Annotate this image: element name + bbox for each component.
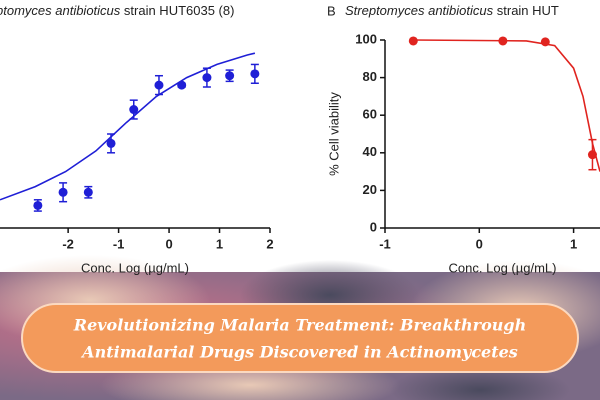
title-strain: strain HUT6035 (8) [124, 3, 235, 18]
y-tick-label: 40 [363, 144, 377, 159]
title-species: Streptomyces antibioticus [345, 3, 494, 18]
data-point [33, 200, 43, 210]
data-point [498, 36, 508, 46]
x-tick-label: 1 [570, 236, 577, 251]
chart-title: ptomyces antibioticus strain HUT6035 (8) [0, 3, 234, 18]
fit-curve [0, 52, 256, 201]
chart-panel: B Streptomyces antibioticus strain HUT-1 0… [326, 3, 600, 275]
data-point [587, 150, 597, 160]
y-axis-label: % Cell viability [326, 92, 341, 176]
chart-panel: ptomyces antibioticus strain HUT6035 (8)… [0, 3, 274, 275]
x-tick-label: 1 [216, 236, 223, 251]
x-tick-label: 2 [266, 236, 273, 251]
data-point [540, 37, 550, 47]
title-strain: strain HUT [497, 3, 559, 18]
data-point [408, 36, 418, 46]
x-tick-label: -2 [62, 236, 74, 251]
x-tick-label: -1 [113, 236, 125, 251]
data-point [225, 71, 235, 81]
y-tick-label: 100 [355, 31, 377, 46]
y-tick-label: 80 [363, 69, 377, 84]
data-point [154, 80, 164, 90]
x-axis-label: Conc. Log (µg/mL) [81, 260, 189, 275]
x-tick-label: 0 [165, 236, 172, 251]
fit-curve [413, 39, 600, 172]
data-point [106, 138, 116, 148]
data-point [177, 80, 187, 90]
banner-pill [21, 303, 579, 373]
data-point [58, 187, 68, 197]
chart-title: Streptomyces antibioticus strain HUT [345, 3, 559, 18]
charts: ptomyces antibioticus strain HUT6035 (8)… [0, 3, 600, 275]
y-tick-label: 0 [370, 219, 377, 234]
y-tick-label: 60 [363, 107, 377, 122]
data-point [129, 105, 139, 115]
x-axis-label: Conc. Log (µg/mL) [449, 260, 557, 275]
y-tick-label: 20 [363, 182, 377, 197]
x-tick-label: -1 [379, 236, 391, 251]
data-point [83, 187, 93, 197]
banner-line: Antimalarial Drugs Discovered in Actinom… [80, 343, 518, 362]
title-species: ptomyces antibioticus [0, 3, 121, 18]
panel-letter: B [327, 3, 336, 18]
data-point [202, 73, 212, 83]
banner-line: Revolutionizing Malaria Treatment: Break… [73, 316, 526, 335]
x-tick-label: 0 [476, 236, 483, 251]
data-point [250, 69, 260, 79]
